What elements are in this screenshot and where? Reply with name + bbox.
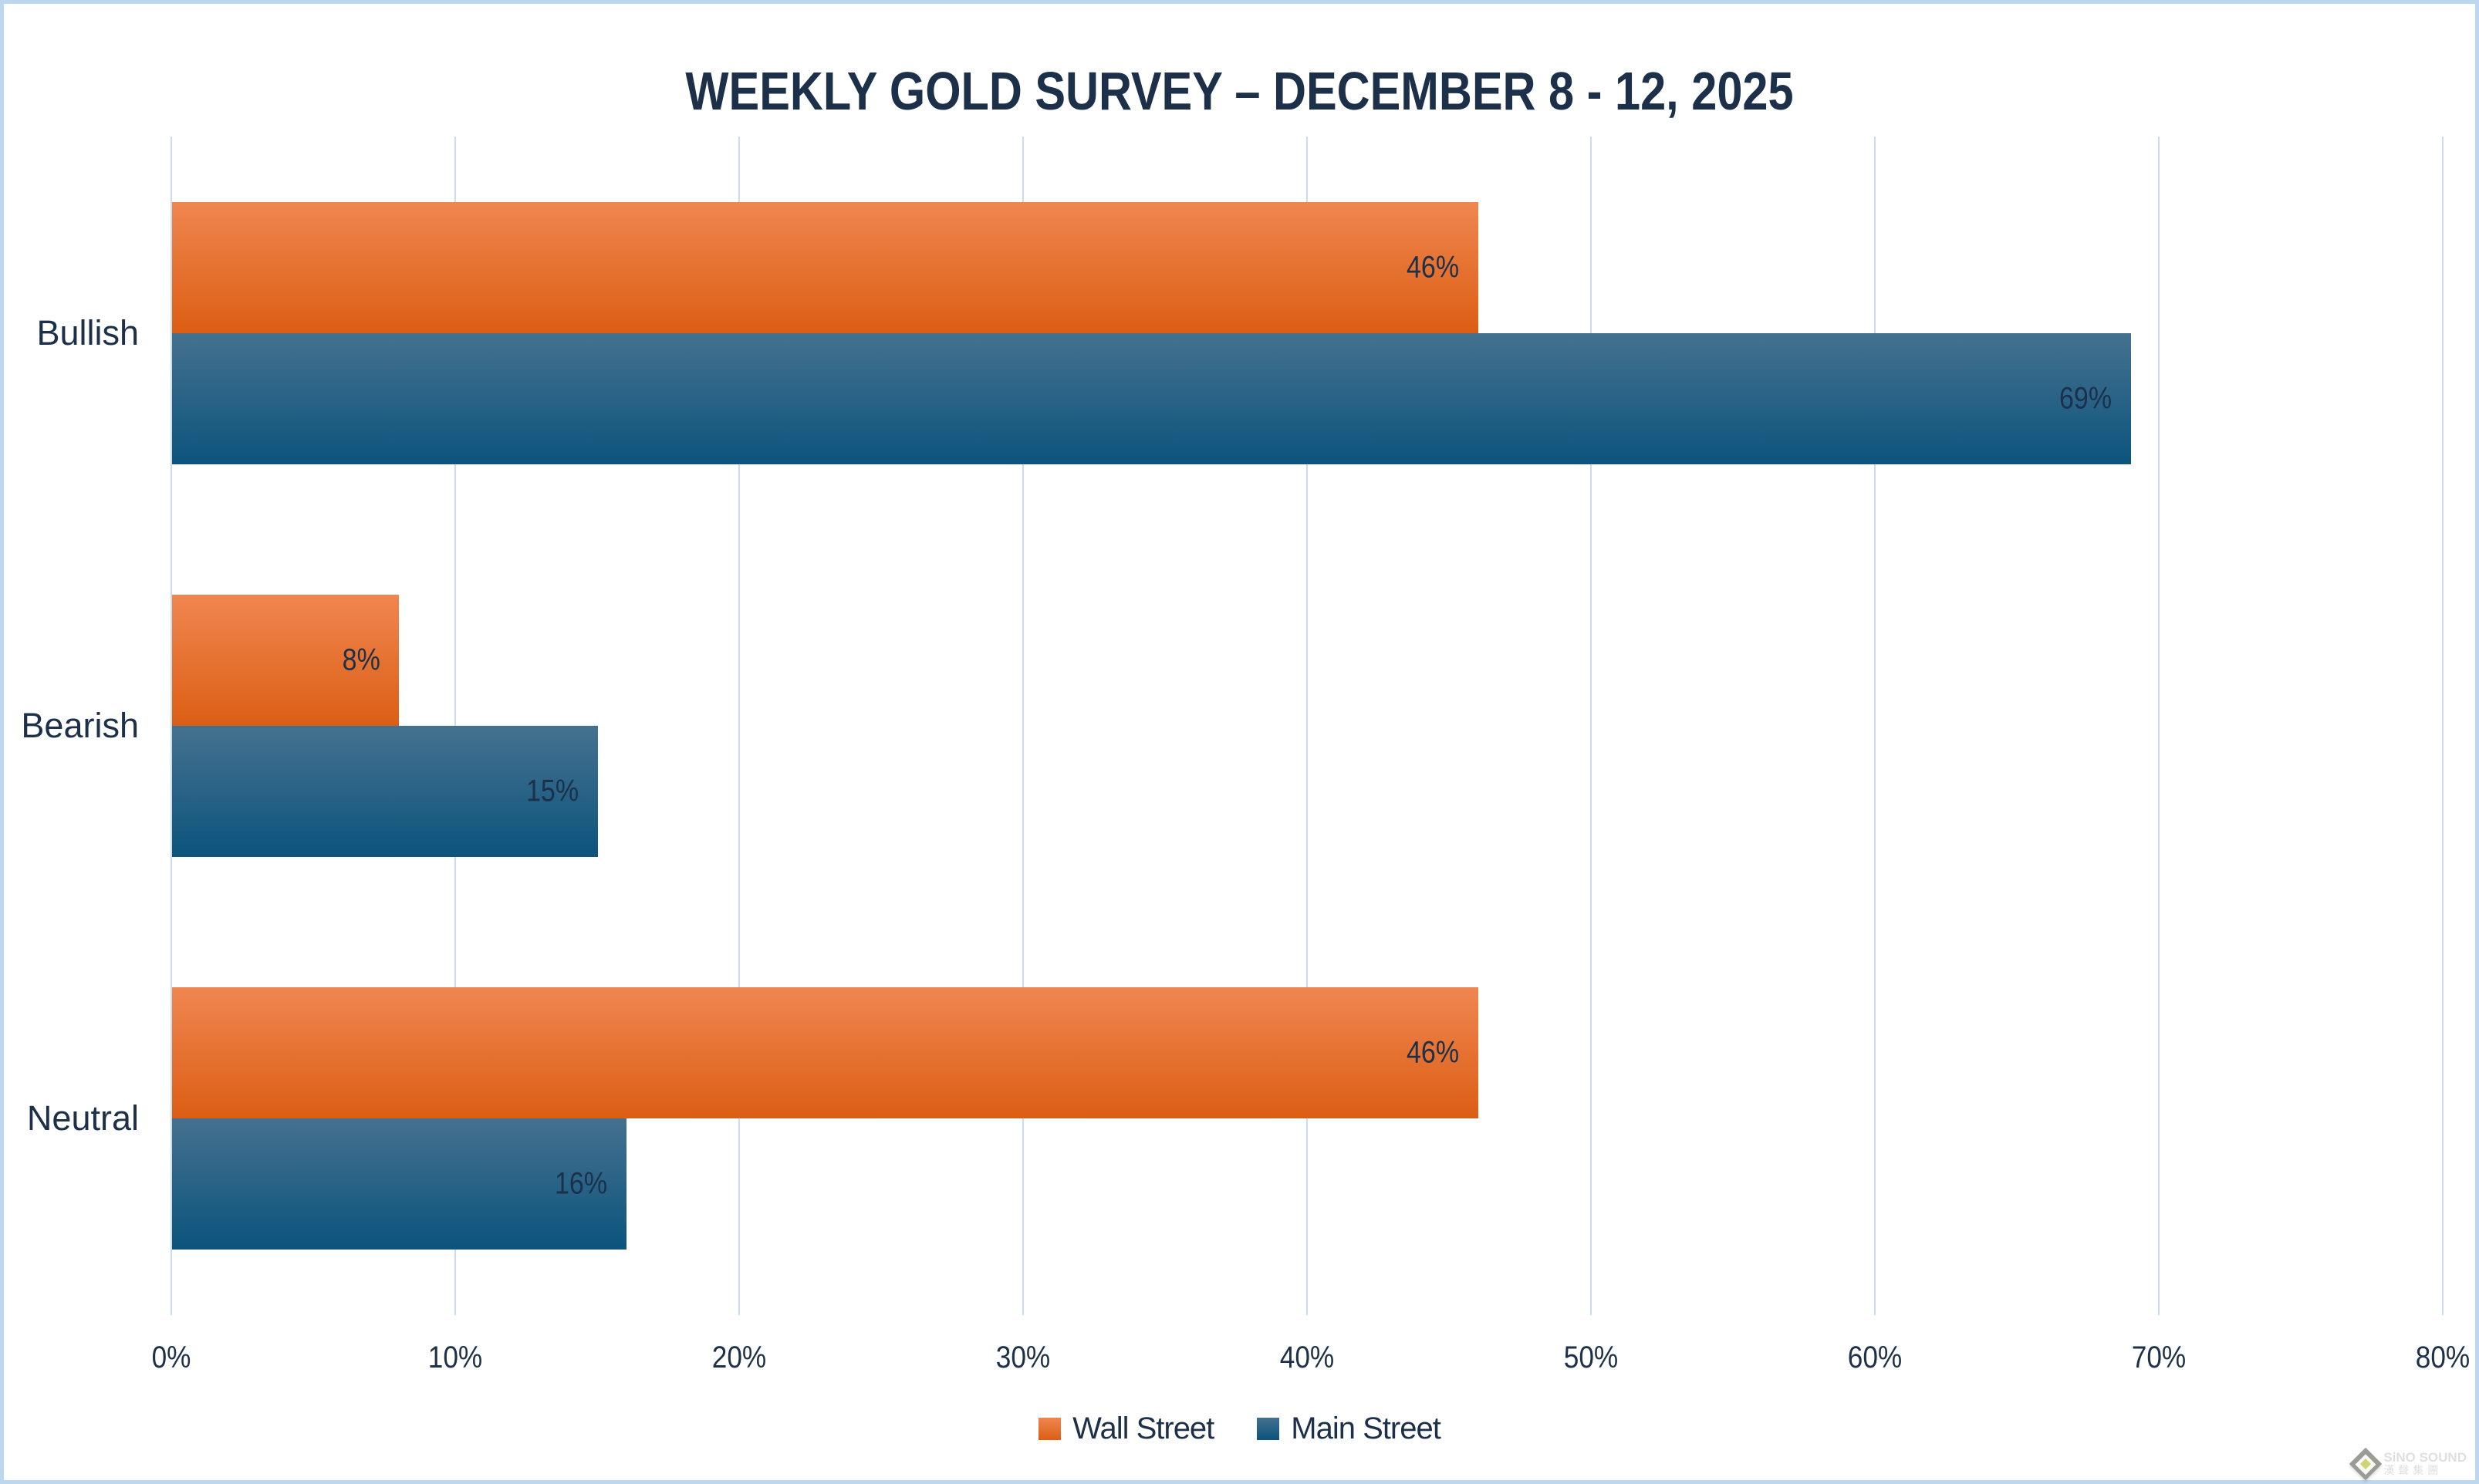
gridline-20pct xyxy=(738,137,740,1315)
chart-title: WEEKLY GOLD SURVEY – DECEMBER 8 - 12, 20… xyxy=(685,61,1794,121)
gridline-40pct xyxy=(1306,137,1308,1315)
data-label-neutral-main-street: 16% xyxy=(554,1166,607,1201)
bar-bullish-wall-street xyxy=(172,201,1478,333)
gridline-80pct xyxy=(2442,137,2444,1315)
bar-bullish-main-street xyxy=(172,332,2132,464)
data-label-bullish-main-street: 69% xyxy=(2059,381,2113,416)
category-label-neutral: Neutral xyxy=(26,1098,139,1138)
x-tick-30pct: 30% xyxy=(995,1341,1051,1374)
legend-swatch-icon xyxy=(1257,1418,1280,1440)
x-tick-10pct: 10% xyxy=(427,1341,483,1374)
data-label-neutral-wall-street: 46% xyxy=(1406,1035,1459,1070)
legend-item-wall-street: Wall Street xyxy=(1039,1411,1214,1446)
bar-bearish-wall-street xyxy=(172,595,400,726)
gridline-50pct xyxy=(1590,137,1592,1315)
x-tick-40pct: 40% xyxy=(1279,1341,1335,1374)
watermark-brand-name-chinese: 漢聲集團 xyxy=(2383,1464,2443,1477)
x-tick-50pct: 50% xyxy=(1563,1341,1619,1374)
watermark-diamond-icon xyxy=(2349,1447,2383,1480)
gridline-60pct xyxy=(1874,137,1876,1315)
legend: Wall Street Main Street xyxy=(0,1411,2479,1446)
data-label-bullish-wall-street: 46% xyxy=(1406,250,1459,285)
legend-label: Main Street xyxy=(1291,1411,1441,1445)
legend-label: Wall Street xyxy=(1072,1411,1214,1445)
watermark: SiNO SOUND 漢聲集團 xyxy=(2349,1447,2467,1480)
data-label-bearish-wall-street: 8% xyxy=(342,643,380,677)
bar-neutral-main-street xyxy=(172,1118,627,1250)
x-tick-70pct: 70% xyxy=(2131,1341,2187,1374)
bar-neutral-wall-street xyxy=(172,987,1478,1119)
gridline-0pct xyxy=(171,137,172,1315)
x-tick-20pct: 20% xyxy=(711,1341,767,1374)
legend-item-main-street: Main Street xyxy=(1257,1411,1441,1446)
category-label-bearish: Bearish xyxy=(21,706,139,745)
data-label-bearish-main-street: 15% xyxy=(525,774,579,808)
legend-swatch-icon xyxy=(1039,1418,1062,1440)
category-label-bullish: Bullish xyxy=(36,312,139,352)
x-tick-80pct: 80% xyxy=(2415,1341,2471,1374)
gridline-30pct xyxy=(1022,137,1024,1315)
gridline-70pct xyxy=(2158,137,2160,1315)
bar-bearish-main-street xyxy=(172,726,598,857)
x-tick-60pct: 60% xyxy=(1847,1341,1903,1374)
x-tick-0pct: 0% xyxy=(151,1341,191,1374)
watermark-brand-name: SiNO SOUND xyxy=(2383,1450,2467,1465)
